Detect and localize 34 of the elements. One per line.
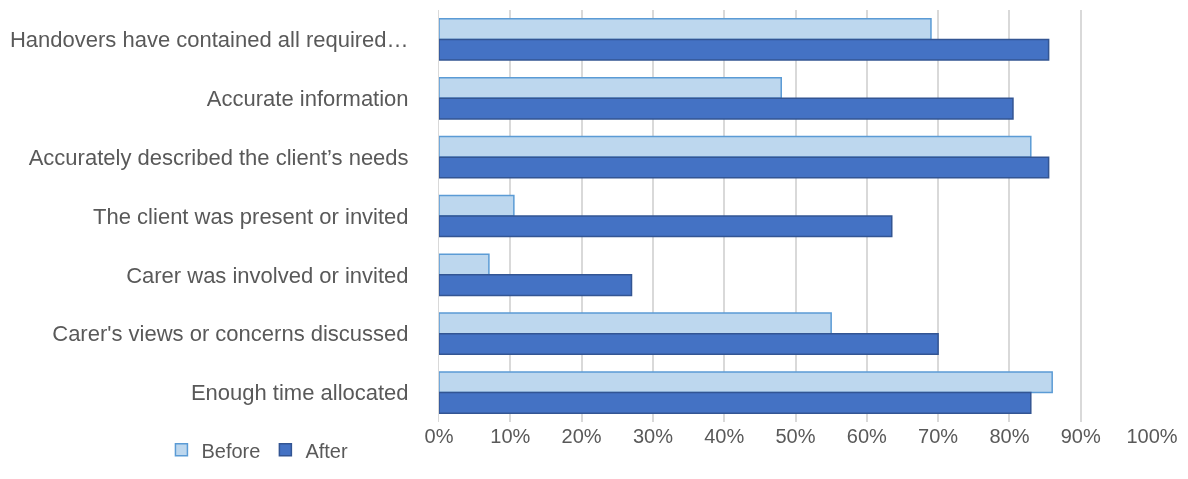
bar [439, 332, 939, 356]
x-tick-label: 20% [561, 425, 602, 447]
x-tick-label: 10% [490, 425, 531, 447]
x-tick-label: 80% [989, 425, 1030, 447]
bar [439, 253, 490, 276]
bar [439, 312, 832, 335]
y-tick-label: Accurate information [206, 85, 409, 111]
x-tick-label: 100% [1126, 425, 1178, 447]
legend-label: After [305, 439, 348, 462]
x-tick-label: 0% [424, 425, 454, 447]
x-tick-label: 30% [632, 425, 674, 447]
bar [439, 76, 782, 100]
bar [439, 97, 1014, 120]
bar [439, 38, 1050, 61]
y-tick-label: Enough time allocated [190, 380, 409, 406]
y-tick-label: Carer was involved or invited [126, 262, 409, 288]
bar [439, 391, 1032, 414]
legend-label: Before [201, 439, 261, 462]
x-tick-label: 60% [846, 425, 888, 447]
x-tick-label: 40% [704, 425, 745, 447]
y-tick-label: Carer's views or concerns discussed [52, 321, 409, 347]
x-tick-label: 70% [918, 425, 959, 447]
y-tick-label: Accurately described the client’s needs [28, 144, 409, 170]
bar [439, 18, 932, 41]
y-tick-label: The client was present or invited [93, 203, 409, 229]
x-tick-label: 50% [775, 425, 816, 447]
bar [439, 371, 1053, 394]
y-tick-label: Handovers have contained all required… [9, 27, 409, 53]
bar [439, 215, 893, 238]
bar [439, 194, 515, 217]
bar [439, 135, 1032, 158]
x-tick-label: 90% [1060, 425, 1101, 447]
bar [439, 156, 1050, 179]
bar [439, 274, 633, 297]
